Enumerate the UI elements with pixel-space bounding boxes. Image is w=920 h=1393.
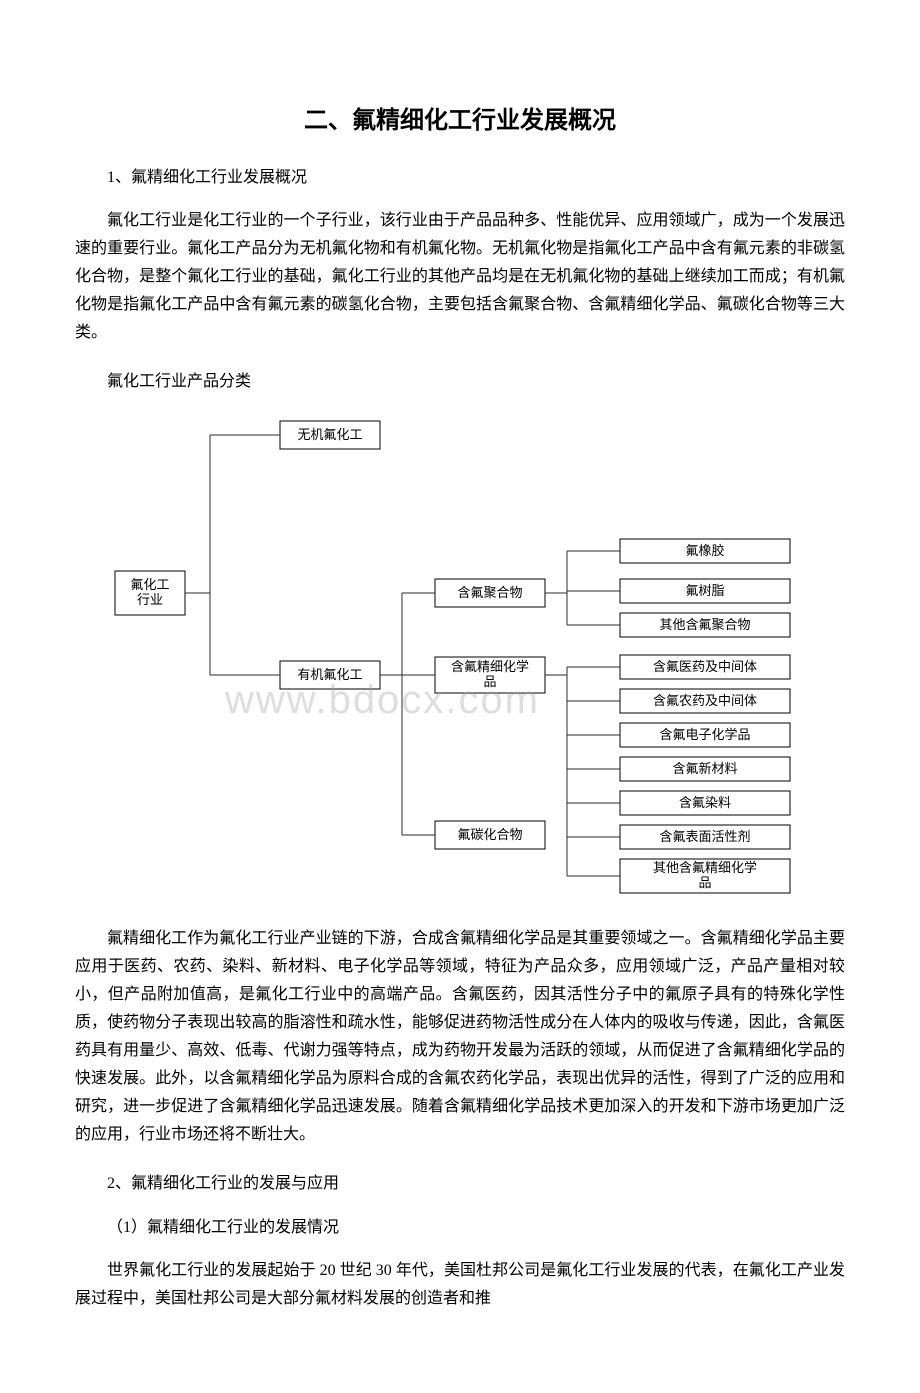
paragraph-2: 氟精细化工作为氟化工行业产业链的下游，合成含氟精细化学品是其重要领域之一。含氟精… [75,925,845,1149]
svg-text:含氟精细化学: 含氟精细化学 [451,659,529,674]
svg-text:含氟电子化学品: 含氟电子化学品 [659,727,750,742]
svg-text:含氟染料: 含氟染料 [679,795,731,810]
paragraph-3: 世界氟化工行业的发展起始于 20 世纪 30 年代，美国杜邦公司是氟化工行业发展… [75,1257,845,1313]
svg-text:其他含氟精细化学: 其他含氟精细化学 [653,860,757,875]
svg-text:氟树脂: 氟树脂 [685,583,724,598]
svg-text:含氟新材料: 含氟新材料 [672,761,737,776]
svg-text:含氟表面活性剂: 含氟表面活性剂 [659,829,750,844]
svg-text:氟橡胶: 氟橡胶 [685,543,724,558]
svg-text:氟化工: 氟化工 [130,577,169,592]
diagram-caption: 氟化工行业产品分类 [75,367,845,391]
classification-diagram: 氟化工行业无机氟化工有机氟化工含氟聚合物含氟精细化学品氟碳化合物氟橡胶氟树脂其他… [75,403,845,903]
section-heading-2: 2、氟精细化工行业的发展与应用 [75,1169,845,1193]
svg-text:无机氟化工: 无机氟化工 [297,427,362,442]
svg-text:品: 品 [698,875,711,890]
section-heading-3: （1）氟精细化工行业的发展情况 [75,1213,845,1237]
svg-text:含氟聚合物: 含氟聚合物 [457,585,522,600]
svg-text:含氟农药及中间体: 含氟农药及中间体 [653,693,757,708]
section-heading-1: 1、氟精细化工行业发展概况 [75,163,845,187]
svg-text:有机氟化工: 有机氟化工 [297,667,362,682]
paragraph-1: 氟化工行业是化工行业的一个子行业，该行业由于产品品种多、性能优异、应用领域广，成… [75,207,845,347]
svg-text:行业: 行业 [137,592,163,607]
svg-text:其他含氟聚合物: 其他含氟聚合物 [659,617,750,632]
page-title: 二、氟精细化工行业发展概况 [75,100,845,135]
svg-text:氟碳化合物: 氟碳化合物 [457,827,522,842]
svg-text:品: 品 [483,674,496,689]
svg-text:含氟医药及中间体: 含氟医药及中间体 [653,659,757,674]
